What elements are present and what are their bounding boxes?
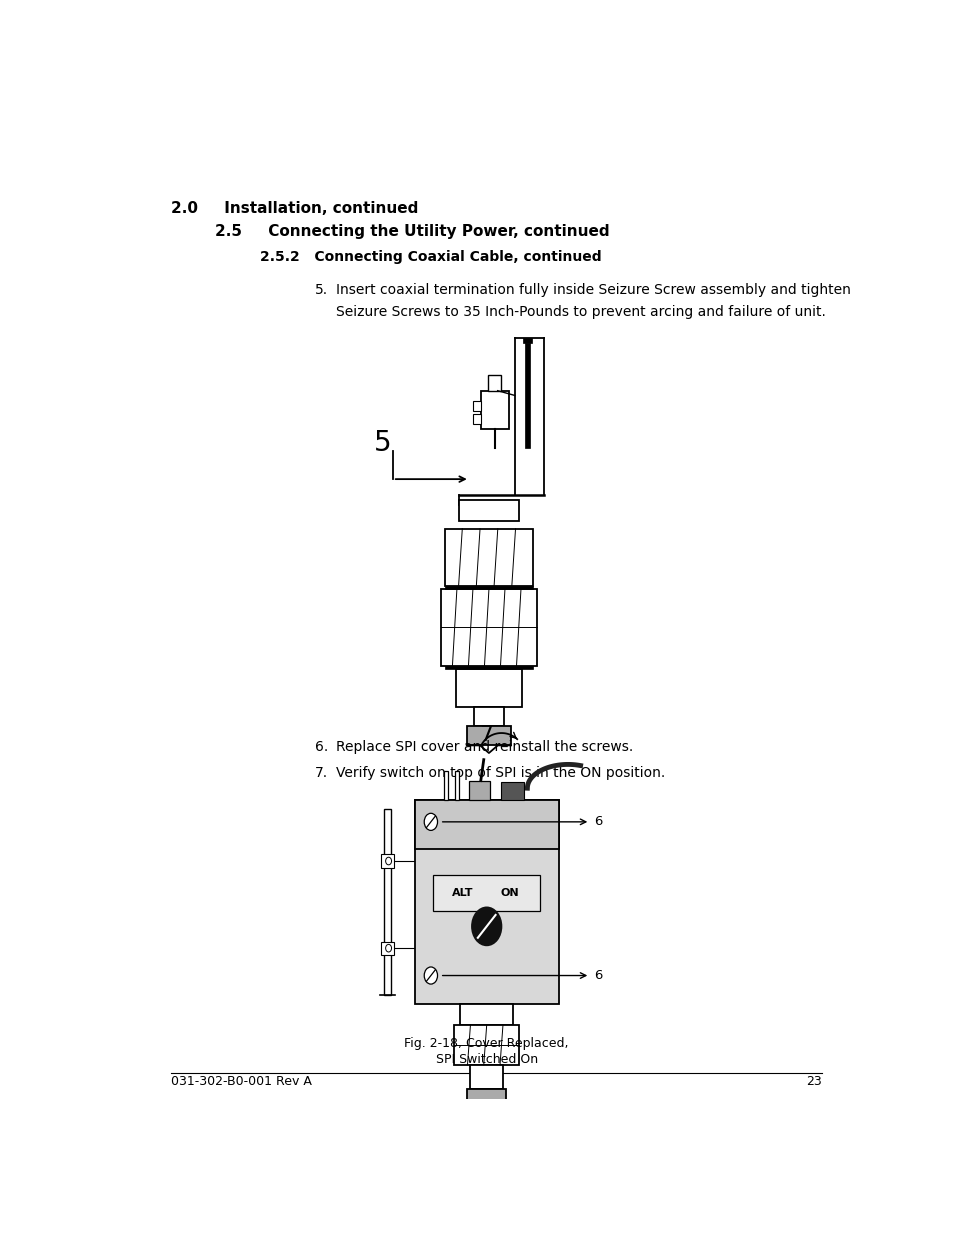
Bar: [444, 529, 533, 585]
Bar: [415, 799, 558, 848]
Text: 7.: 7.: [314, 766, 328, 781]
Text: 2.5.2   Connecting Coaxial Cable, continued: 2.5.2 Connecting Coaxial Cable, continue…: [259, 249, 600, 264]
Bar: [474, 708, 503, 726]
Bar: [470, 1065, 503, 1089]
Bar: [466, 726, 511, 746]
Circle shape: [424, 814, 437, 830]
Text: Fig. 2-18, Cover Replaced,: Fig. 2-18, Cover Replaced,: [404, 1036, 568, 1050]
Text: Insert coaxial termination fully inside Seizure Screw assembly and tighten: Insert coaxial termination fully inside …: [335, 283, 850, 298]
Text: SPI Switched On: SPI Switched On: [436, 1053, 537, 1066]
Bar: [501, 783, 523, 799]
Bar: [456, 669, 521, 708]
Bar: [480, 390, 508, 429]
Bar: [433, 874, 539, 911]
Text: Replace SPI cover and reinstall the screws.: Replace SPI cover and reinstall the scre…: [335, 740, 633, 753]
Text: 7: 7: [478, 725, 493, 745]
Bar: [415, 799, 558, 1004]
Text: ALT: ALT: [452, 888, 474, 898]
Bar: [524, 343, 529, 448]
Bar: [383, 809, 391, 994]
Bar: [459, 1004, 513, 1025]
Text: Seizure Screws to 35 Inch-Pounds to prevent arcing and failure of unit.: Seizure Screws to 35 Inch-Pounds to prev…: [335, 305, 825, 319]
Bar: [473, 415, 480, 424]
Bar: [443, 771, 448, 799]
Bar: [488, 375, 501, 390]
Text: 5.: 5.: [314, 283, 328, 298]
Text: 5: 5: [374, 429, 392, 457]
Text: 031-302-B0-001 Rev A: 031-302-B0-001 Rev A: [171, 1074, 312, 1088]
Text: 23: 23: [805, 1074, 821, 1088]
Bar: [380, 855, 394, 868]
Text: 6: 6: [594, 815, 601, 829]
Text: 6: 6: [594, 969, 601, 982]
Circle shape: [385, 857, 391, 864]
Bar: [467, 1089, 505, 1105]
Bar: [455, 771, 459, 799]
Bar: [469, 781, 489, 799]
Circle shape: [385, 945, 391, 952]
Text: 2.0     Installation, continued: 2.0 Installation, continued: [171, 200, 418, 215]
Bar: [473, 401, 480, 411]
Bar: [380, 941, 394, 955]
Bar: [458, 500, 518, 521]
Bar: [522, 338, 531, 343]
Circle shape: [424, 967, 437, 984]
Bar: [454, 1025, 518, 1065]
Text: Verify switch on top of SPI is in the ON position.: Verify switch on top of SPI is in the ON…: [335, 766, 664, 781]
Circle shape: [472, 908, 501, 945]
Text: ON: ON: [500, 888, 519, 898]
Bar: [444, 585, 533, 589]
Text: 2.5     Connecting the Utility Power, continued: 2.5 Connecting the Utility Power, contin…: [215, 225, 609, 240]
Bar: [444, 666, 533, 669]
Text: 6.: 6.: [314, 740, 328, 753]
Bar: [440, 589, 537, 666]
